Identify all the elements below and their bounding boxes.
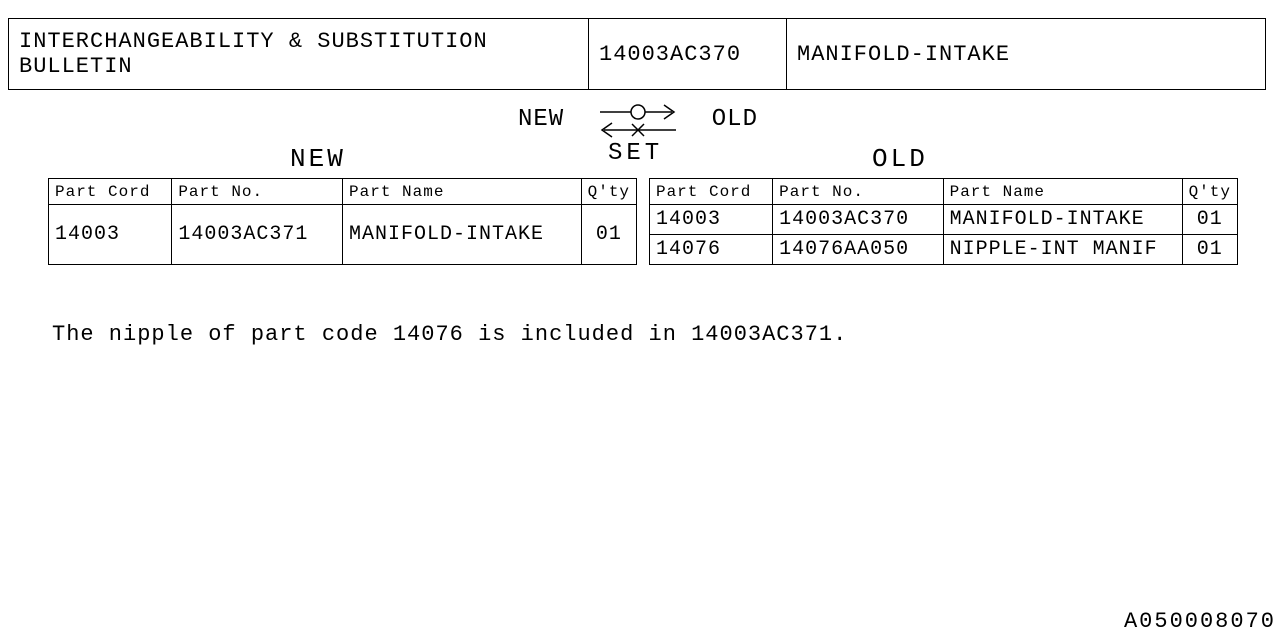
col-qty: Q'ty (581, 179, 636, 205)
interchange-arrow-icon (596, 100, 680, 144)
cell-qty: 01 (581, 205, 636, 265)
interchange-arrow-block: NEW OLD SET (518, 98, 758, 162)
old-parts-table: Part Cord Part No. Part Name Q'ty 14003 … (649, 178, 1238, 265)
col-part-code: Part Cord (49, 179, 172, 205)
bulletin-note: The nipple of part code 14076 is include… (52, 322, 847, 347)
col-qty: Q'ty (1182, 179, 1237, 205)
arrow-old-label: OLD (712, 106, 758, 133)
new-parts-table: Part Cord Part No. Part Name Q'ty 14003 … (48, 178, 637, 265)
cell-part-code: 14076 (649, 235, 772, 265)
col-part-code: Part Cord (649, 179, 772, 205)
old-section-heading: OLD (872, 144, 928, 174)
footer-code: A050008070 (1124, 609, 1276, 634)
cell-part-no: 14003AC370 (773, 205, 943, 235)
arrow-new-label: NEW (518, 106, 564, 133)
bulletin-header: INTERCHANGEABILITY & SUBSTITUTION BULLET… (8, 18, 1266, 90)
col-part-name: Part Name (343, 179, 582, 205)
table-row: 14076 14076AA050 NIPPLE-INT MANIF 01 (649, 235, 1237, 265)
table-header-row: Part Cord Part No. Part Name Q'ty (649, 179, 1237, 205)
table-row: 14003 14003AC371 MANIFOLD-INTAKE 01 (49, 205, 637, 265)
cell-part-name: MANIFOLD-INTAKE (343, 205, 582, 265)
col-part-no: Part No. (172, 179, 343, 205)
cell-part-name: NIPPLE-INT MANIF (943, 235, 1182, 265)
bulletin-part-name: MANIFOLD-INTAKE (787, 19, 1265, 89)
cell-part-name: MANIFOLD-INTAKE (943, 205, 1182, 235)
table-header-row: Part Cord Part No. Part Name Q'ty (49, 179, 637, 205)
cell-qty: 01 (1182, 205, 1237, 235)
bulletin-title: INTERCHANGEABILITY & SUBSTITUTION BULLET… (9, 19, 589, 89)
cell-part-no: 14076AA050 (773, 235, 943, 265)
cell-part-code: 14003 (49, 205, 172, 265)
table-gap (637, 178, 649, 265)
cell-qty: 01 (1182, 235, 1237, 265)
col-part-name: Part Name (943, 179, 1182, 205)
new-section-heading: NEW (290, 144, 346, 174)
cell-part-code: 14003 (649, 205, 772, 235)
cell-part-no: 14003AC371 (172, 205, 343, 265)
arrow-set-label: SET (608, 140, 663, 167)
table-row: 14003 14003AC370 MANIFOLD-INTAKE 01 (649, 205, 1237, 235)
parts-tables: Part Cord Part No. Part Name Q'ty 14003 … (48, 178, 1238, 265)
col-part-no: Part No. (773, 179, 943, 205)
bulletin-part-number: 14003AC370 (589, 19, 787, 89)
